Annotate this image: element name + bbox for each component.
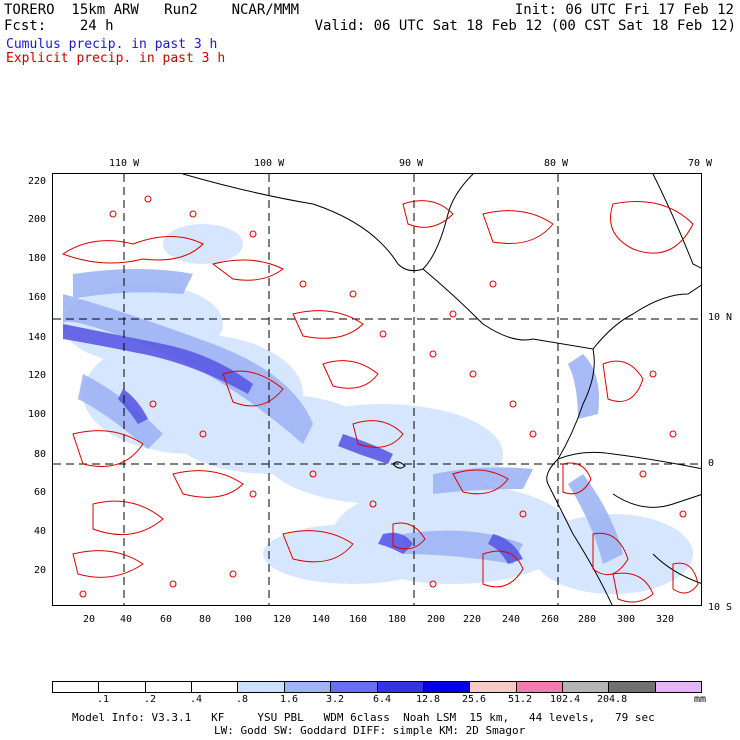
x-tick-320: 320: [656, 614, 675, 625]
colorbar-box-14: [655, 682, 702, 692]
lon-label-110w: 110 W: [109, 158, 140, 169]
colorbar-box-5: [238, 682, 285, 692]
colorbar-label-12.8: 12.8: [416, 694, 441, 705]
forecast-hour: Fcst: 24 h: [4, 18, 114, 34]
y-tick-60: 60: [33, 487, 46, 498]
colorbar-label-204.8: 204.8: [597, 694, 628, 705]
lon-label-100w: 100 W: [254, 158, 285, 169]
y-tick-40: 40: [33, 526, 46, 537]
y-tick-120: 120: [27, 370, 46, 381]
y-tick-220: 220: [27, 176, 46, 187]
lon-label-70w: 70 W: [688, 158, 713, 169]
colorbar-label-0.1: .1: [97, 694, 110, 705]
y-tick-100: 100: [27, 409, 46, 420]
x-tick-220: 220: [463, 614, 482, 625]
model-info: Model Info: V3.3.1 KF YSU PBL WDM 6class…: [72, 711, 655, 724]
colorbar-box-4: [192, 682, 239, 692]
cumulus-legend: Cumulus precip. in past 3 h: [6, 37, 218, 52]
colorbar-label-25.6: 25.6: [462, 694, 487, 705]
colorbar-unit: mm: [694, 694, 707, 705]
colorbar-label-1.6: 1.6: [280, 694, 299, 705]
x-tick-180: 180: [388, 614, 407, 625]
colorbar-box-9: [423, 682, 471, 692]
colorbar-label-0.8: .8: [236, 694, 249, 705]
lon-label-90w: 90 W: [399, 158, 424, 169]
colorbar-label-51.2: 51.2: [508, 694, 533, 705]
explicit-legend: Explicit precip. in past 3 h: [6, 51, 226, 66]
y-tick-160: 160: [27, 292, 46, 303]
x-tick-260: 260: [541, 614, 560, 625]
x-tick-80: 80: [199, 614, 212, 625]
x-tick-240: 240: [502, 614, 521, 625]
colorbar-box-2: [99, 682, 146, 692]
x-tick-60: 60: [160, 614, 173, 625]
lon-label-80w: 80 W: [544, 158, 569, 169]
x-tick-200: 200: [427, 614, 446, 625]
precip-colorbar: [52, 681, 702, 693]
y-tick-80: 80: [33, 449, 46, 460]
coastlines: [182, 174, 701, 605]
y-tick-140: 140: [27, 332, 46, 343]
x-tick-140: 140: [312, 614, 331, 625]
lat-label-0: 0: [708, 458, 715, 469]
colorbar-box-7: [331, 682, 378, 692]
x-tick-300: 300: [617, 614, 636, 625]
model-physics: LW: Godd SW: Goddard DIFF: simple KM: 2D…: [214, 724, 526, 737]
x-tick-100: 100: [234, 614, 253, 625]
colorbar-label-6.4: 6.4: [373, 694, 392, 705]
lat-lon-grid: [53, 174, 701, 605]
x-tick-40: 40: [120, 614, 133, 625]
colorbar-box-1: [53, 682, 100, 692]
x-tick-280: 280: [578, 614, 597, 625]
colorbar-box-6: [284, 682, 332, 692]
lat-label-10n: 10 N: [708, 312, 733, 323]
y-tick-20: 20: [33, 565, 46, 576]
colorbar-label-3.2: 3.2: [326, 694, 345, 705]
x-tick-20: 20: [83, 614, 96, 625]
colorbar-label-0.4: .4: [190, 694, 203, 705]
x-tick-160: 160: [349, 614, 368, 625]
colorbar-label-102.4: 102.4: [550, 694, 581, 705]
lat-label-10s: 10 S: [708, 602, 733, 613]
colorbar-box-8: [377, 682, 424, 692]
colorbar-label-0.2: .2: [144, 694, 157, 705]
y-tick-200: 200: [27, 214, 46, 225]
model-title: TORERO 15km ARW Run2 NCAR/MMM: [4, 2, 300, 18]
precip-map: [52, 173, 702, 606]
colorbar-box-13: [609, 682, 656, 692]
colorbar-box-12: [562, 682, 610, 692]
x-tick-120: 120: [273, 614, 292, 625]
colorbar-box-11: [516, 682, 563, 692]
y-tick-180: 180: [27, 253, 46, 264]
init-time: Init: 06 UTC Fri 17 Feb 12: [514, 2, 734, 18]
colorbar-box-3: [145, 682, 193, 692]
valid-time: Valid: 06 UTC Sat 18 Feb 12 (00 CST Sat …: [314, 18, 736, 34]
explicit-precip-contours: [61, 195, 699, 603]
map-canvas: [53, 174, 701, 605]
colorbar-box-10: [470, 682, 517, 692]
